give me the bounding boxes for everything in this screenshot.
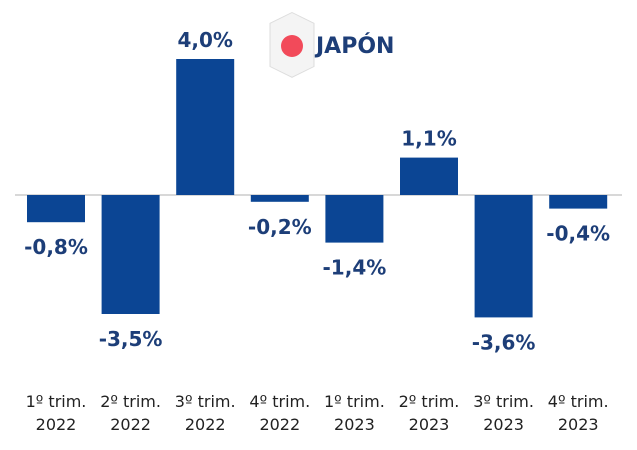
x-tick-label: 3º trim. 2023 <box>473 392 534 434</box>
x-tick-label: 3º trim. 2022 <box>174 392 236 434</box>
bar <box>474 195 533 318</box>
bar <box>101 195 160 314</box>
value-label: 4,0% <box>177 28 232 52</box>
x-tick-label: 4º trim. 2022 <box>249 392 311 434</box>
bar <box>176 59 235 195</box>
bar <box>27 195 85 223</box>
value-label: -0,2% <box>248 215 312 239</box>
chart-title: JAPÓN <box>314 33 394 59</box>
value-label: -0,4% <box>546 222 610 246</box>
value-label: -3,6% <box>472 330 536 354</box>
bar <box>549 195 608 209</box>
x-tick-label: 1º trim. 2023 <box>324 392 385 434</box>
value-label: -0,8% <box>24 235 88 259</box>
x-tick-label: 1º trim. 2022 <box>25 392 87 434</box>
bar <box>250 195 309 202</box>
value-label: -1,4% <box>323 256 387 280</box>
x-tick-label: 2º trim. 2022 <box>100 392 161 434</box>
x-tick-label: 2º trim. 2023 <box>398 392 460 434</box>
x-tick-label: 4º trim. 2023 <box>547 392 609 434</box>
bar <box>400 157 458 195</box>
flag-circle <box>281 35 303 57</box>
value-label: -3,5% <box>99 327 163 351</box>
bar <box>325 195 384 243</box>
value-label: 1,1% <box>401 127 456 151</box>
